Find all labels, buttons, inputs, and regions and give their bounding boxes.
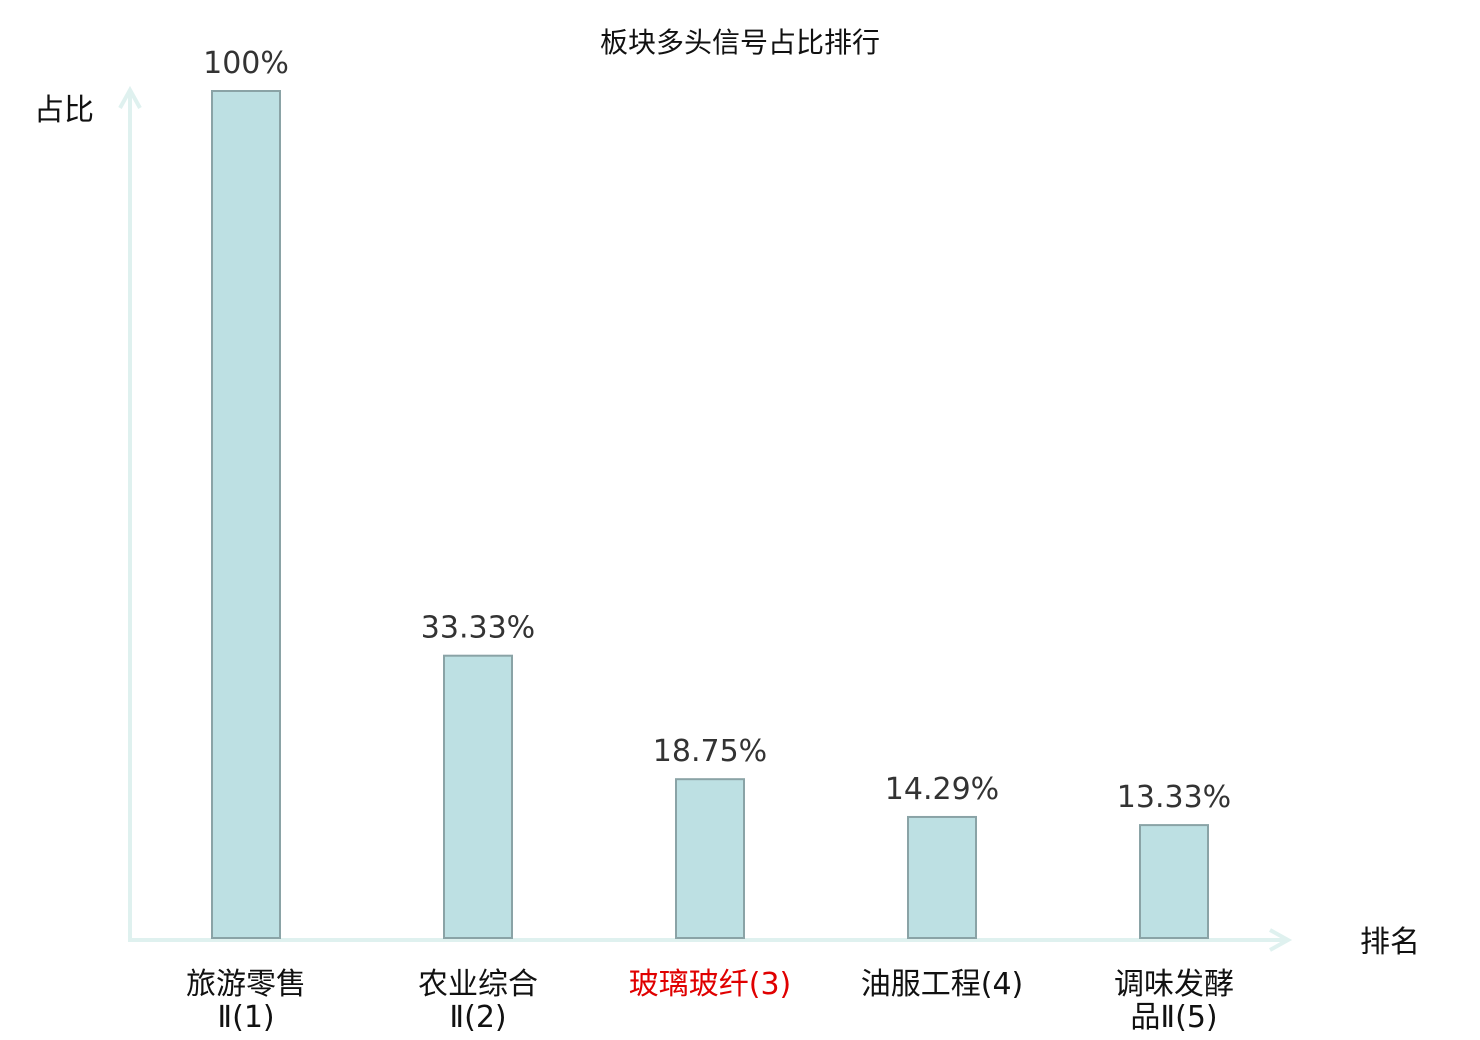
x-tick-label: 玻璃玻纤(3): [629, 967, 792, 1002]
x-tick-label: 调味发酵: [1114, 967, 1234, 1002]
bar-value-label: 14.29%: [885, 772, 999, 807]
y-axis-label: 占比: [34, 93, 94, 128]
bar: [1139, 824, 1209, 940]
chart-title: 板块多头信号占比排行: [600, 26, 880, 59]
bar-value-label: 33.33%: [421, 611, 535, 646]
bar: [443, 654, 513, 939]
bar-value-label: 100%: [203, 46, 289, 81]
y-axis-arrow-icon: [118, 85, 142, 109]
x-axis-arrow-icon: [1269, 928, 1293, 952]
x-tick-label: 农业综合: [418, 967, 538, 1002]
x-tick-label: Ⅱ(1): [217, 1000, 274, 1035]
bar-value-label: 18.75%: [653, 734, 767, 769]
value-labels-group: 100% 33.33% 18.75% 14.29% 13.33%: [203, 46, 1231, 815]
x-tick-label: Ⅱ(2): [449, 1000, 506, 1035]
x-tick-label: 油服工程(4): [861, 967, 1024, 1002]
bar: [211, 90, 281, 939]
bar: [675, 778, 745, 939]
bar-value-label: 13.33%: [1117, 780, 1231, 815]
bar: [907, 815, 977, 939]
x-tick-label: 品Ⅱ(5): [1130, 1000, 1217, 1035]
x-tick-label: 旅游零售: [186, 967, 306, 1002]
x-axis-label: 排名: [1360, 925, 1420, 960]
bars-group: [211, 90, 1209, 940]
